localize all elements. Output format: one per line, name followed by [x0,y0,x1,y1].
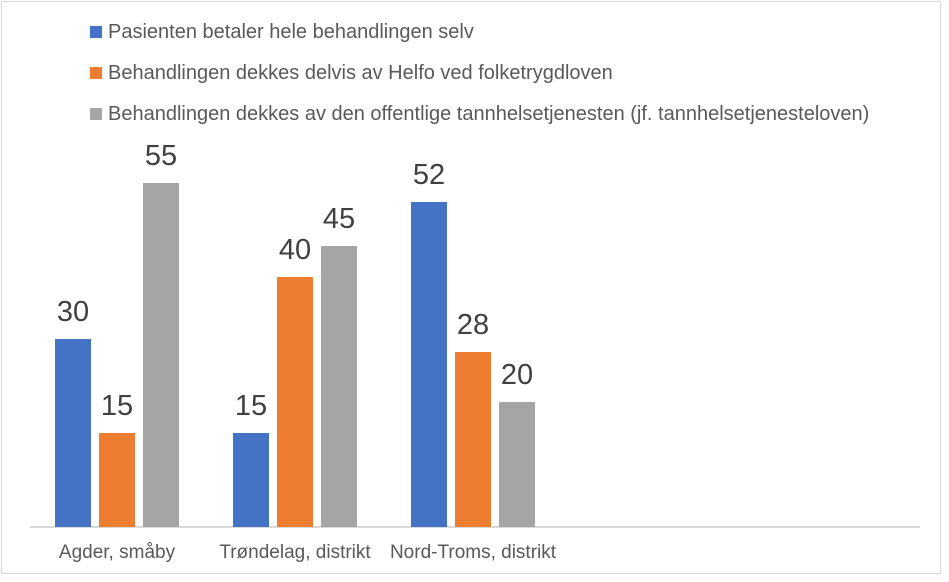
x-axis-line [30,526,920,528]
bar [455,352,491,527]
legend-item: Behandlingen dekkes delvis av Helfo ved … [90,61,869,85]
x-axis-label: Agder, småby [58,542,176,563]
bar [277,277,313,527]
bar-value-label: 15 [100,390,134,422]
chart-legend: Pasienten betaler hele behandlingen selv… [90,20,869,143]
bar [233,433,269,527]
bar [499,402,535,527]
chart-area: 30 15 52 15 40 28 55 45 20 Agder, småby Trøndelag,… [1,1,941,574]
legend-marker [90,108,102,120]
bar [321,246,357,527]
plot-area: 30 15 52 15 40 28 55 45 20 Agder, småby Trøndelag,… [2,2,940,573]
legend-label: Behandlingen dekkes delvis av Helfo ved … [108,62,613,84]
legend-marker [90,26,102,38]
legend-marker [90,67,102,79]
bar-value-label: 30 [56,296,90,328]
legend-item: Pasienten betaler hele behandlingen selv [90,20,869,44]
legend-label: Behandlingen dekkes av den offentlige ta… [108,103,870,125]
bar-value-label: 40 [278,234,312,266]
bar [143,183,179,527]
bar-value-label: 45 [322,203,356,235]
bar-value-label: 52 [412,159,446,191]
legend-item: Behandlingen dekkes av den offentlige ta… [90,102,869,126]
bar [55,339,91,527]
bar [411,202,447,527]
bar-value-label: 55 [144,140,178,172]
bar-value-label: 15 [234,390,268,422]
bar-value-label: 28 [456,309,490,341]
x-axis-label: Nord-Troms, distrikt [389,542,557,563]
legend-label: Pasienten betaler hele behandlingen selv [108,21,474,43]
bar [99,433,135,527]
bar-value-label: 20 [500,359,534,391]
x-axis-label: Trøndelag, distrikt [219,542,371,563]
